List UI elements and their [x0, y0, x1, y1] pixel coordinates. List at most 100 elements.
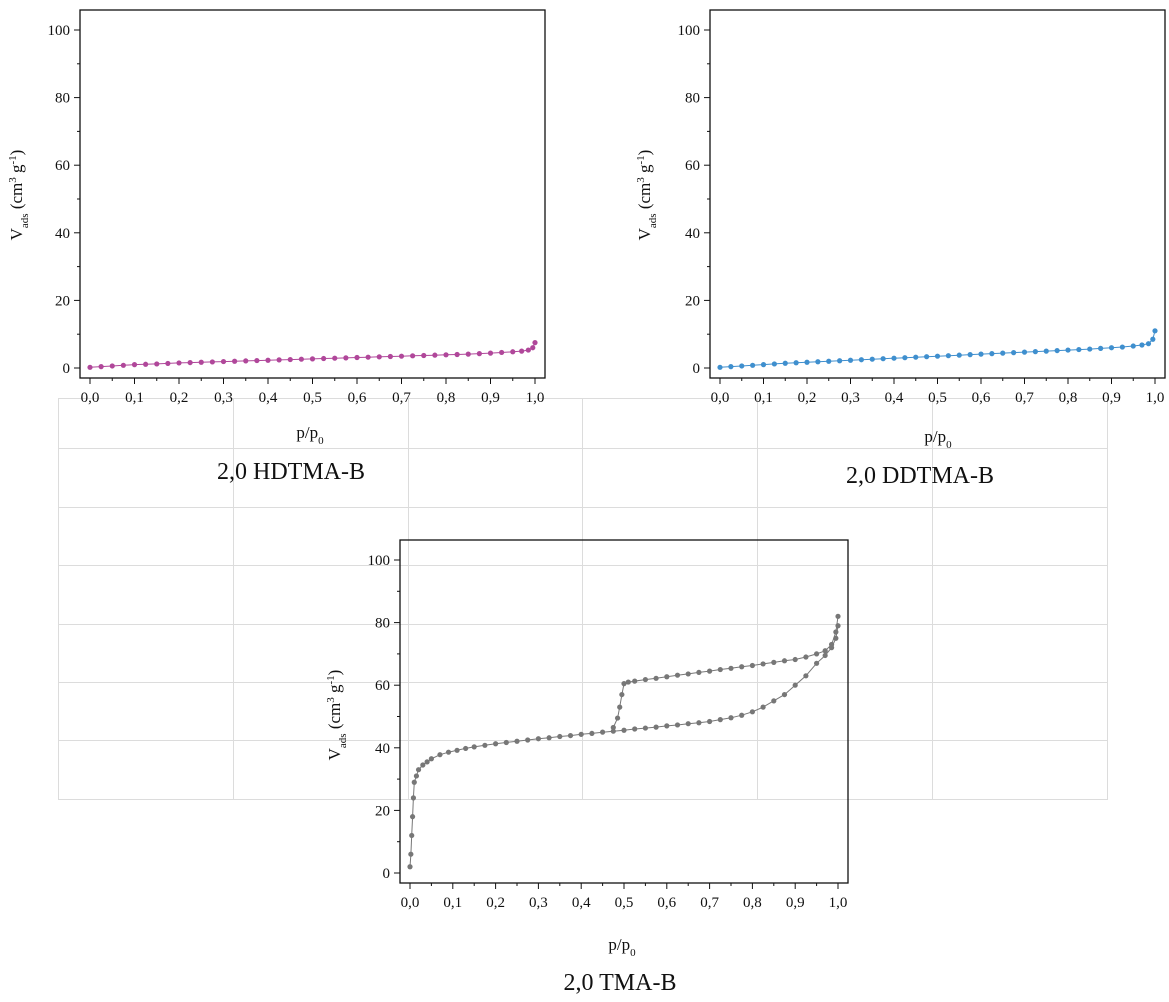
data-point [454, 351, 460, 358]
x-axis-label: p/p0 [296, 423, 324, 447]
data-point [411, 779, 417, 785]
data-point [578, 731, 584, 737]
data-point [589, 730, 595, 737]
data-point [739, 712, 745, 718]
data-point [782, 360, 788, 366]
data-point [880, 356, 886, 362]
x-tick-label: 0,6 [972, 390, 991, 406]
x-tick-label: 0,7 [700, 895, 719, 911]
x-tick-label: 0,4 [259, 390, 278, 406]
data-point [814, 660, 820, 666]
data-point [707, 718, 713, 725]
y-tick-label: 40 [375, 741, 390, 757]
data-point [621, 727, 627, 733]
chart-caption-tma: 2,0 TMA-B [563, 970, 677, 996]
data-point [674, 672, 681, 678]
data-point [674, 722, 681, 728]
x-axis-label: p/p0 [608, 935, 636, 959]
data-point [621, 681, 627, 687]
data-point [781, 658, 788, 664]
data-point [1021, 349, 1028, 355]
data-point [209, 359, 215, 365]
data-point [87, 364, 93, 370]
data-point [760, 362, 767, 368]
y-tick-label: 80 [55, 91, 70, 107]
x-tick-label: 0,6 [348, 390, 367, 406]
data-point [424, 759, 430, 765]
data-point [815, 359, 821, 365]
y-tick-label: 100 [678, 23, 701, 39]
data-point [696, 669, 702, 675]
x-tick-label: 1,0 [829, 895, 848, 911]
data-point [546, 735, 552, 741]
data-point [614, 715, 621, 721]
data-point [822, 648, 828, 654]
data-point [343, 355, 349, 361]
data-point [728, 665, 734, 671]
data-point [1098, 345, 1104, 351]
plot-frame [79, 9, 546, 379]
data-point [532, 340, 538, 346]
data-point [771, 361, 777, 367]
y-tick-label: 80 [375, 616, 390, 632]
data-point [967, 352, 973, 358]
data-point [410, 353, 416, 359]
data-point [619, 691, 625, 698]
data-point [934, 353, 941, 359]
data-point [739, 363, 745, 369]
data-point [771, 698, 777, 704]
data-point [760, 661, 766, 667]
data-point [109, 363, 115, 369]
data-point [717, 666, 723, 673]
data-point [749, 709, 755, 715]
chart-caption-ddtma: 2,0 DDTMA-B [846, 463, 994, 489]
x-tick-label: 0,4 [572, 895, 591, 911]
x-tick-label: 0,0 [401, 895, 420, 911]
data-point [321, 355, 327, 362]
x-tick-label: 0,0 [711, 390, 730, 406]
data-point [1145, 341, 1152, 347]
data-point [415, 767, 422, 773]
y-tick-label: 60 [375, 678, 390, 694]
data-point [869, 356, 875, 362]
data-point [476, 351, 482, 357]
data-point [728, 364, 734, 370]
data-point [685, 721, 691, 727]
isotherm-chart-ddtma: 0,0 0,1 0,2 0,3 0,4 0,5 0,6 0,7 0,8 0,9 1,0 0 20 40 60… [635, 9, 1166, 451]
data-point [243, 358, 249, 364]
x-tick-label: 0,6 [657, 895, 676, 911]
data-point [625, 679, 631, 685]
x-tick-label: 0,2 [798, 390, 817, 406]
data-point [499, 349, 505, 356]
data-point [750, 362, 756, 368]
data-point [471, 744, 477, 750]
data-point [685, 671, 691, 677]
y-tick-label: 0 [63, 361, 71, 377]
data-point [1054, 347, 1060, 354]
x-tick-label: 0,2 [486, 895, 505, 911]
data-point [187, 359, 193, 366]
background-faded-table [58, 397, 1108, 800]
x-tick-label: 0,5 [928, 390, 947, 406]
data-point [600, 729, 606, 735]
data-point [432, 352, 438, 358]
data-point [510, 349, 516, 355]
data-point [989, 351, 995, 357]
x-tick-label: 1,0 [526, 390, 545, 406]
chart-caption-hdtma: 2,0 HDTMA-B [217, 459, 365, 485]
data-point [792, 682, 798, 688]
data-point [410, 795, 417, 801]
y-axis-label: Vads (cm3 g-1) [635, 150, 659, 241]
x-tick-label: 1,0 [1146, 390, 1165, 406]
data-point [792, 656, 798, 663]
data-point [828, 641, 835, 648]
data-point [632, 726, 638, 732]
x-tick-label: 0,0 [81, 390, 100, 406]
data-point [220, 358, 227, 365]
data-point [924, 354, 930, 360]
data-point [707, 668, 713, 674]
data-point [913, 354, 919, 360]
data-point [535, 736, 541, 742]
data-point [409, 814, 416, 820]
data-point [454, 747, 460, 753]
